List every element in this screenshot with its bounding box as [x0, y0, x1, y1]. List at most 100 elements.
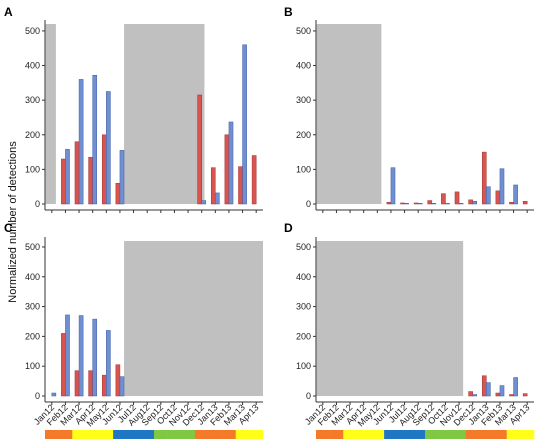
bar-blue — [499, 168, 505, 205]
y-tick-label: 100 — [296, 361, 311, 371]
y-tick-label: 0 — [306, 391, 311, 401]
shaded-region — [124, 241, 264, 396]
y-tick-label: 300 — [296, 302, 311, 312]
season-segment-orange — [493, 430, 508, 439]
season-segment-green — [181, 430, 196, 439]
season-segment-orange — [222, 430, 237, 439]
season-segment-blue — [140, 430, 155, 439]
y-tick-label: 500 — [296, 242, 311, 252]
shaded-region — [316, 241, 464, 396]
bar-blue — [513, 184, 518, 205]
y-tick-label: 400 — [25, 61, 40, 71]
season-segment-green — [438, 430, 453, 439]
bar-red — [197, 94, 202, 205]
panel-label: B — [284, 5, 293, 19]
season-segment-yellow — [235, 430, 250, 439]
panel-label: D — [284, 221, 293, 235]
season-segment-yellow — [85, 430, 100, 439]
y-tick-label: 200 — [25, 130, 40, 140]
season-segment-orange — [208, 430, 223, 439]
bar-blue — [78, 315, 84, 397]
season-segment-yellow — [520, 430, 535, 439]
season-segment-blue — [397, 430, 412, 439]
bar-red — [224, 134, 230, 205]
bar-blue — [106, 91, 111, 205]
bar-blue — [65, 314, 70, 397]
bar-blue — [513, 377, 518, 397]
bar-red — [88, 157, 93, 205]
bar-red — [481, 151, 487, 205]
season-segment-orange — [45, 430, 59, 439]
panel-label: A — [4, 5, 13, 19]
bar-red — [400, 202, 405, 205]
y-tick-label: 300 — [25, 302, 40, 312]
bar-red — [238, 166, 243, 205]
bar-red — [413, 202, 419, 205]
bar-red — [481, 375, 487, 397]
y-tick-label: 0 — [306, 199, 311, 209]
bar-red — [61, 333, 66, 397]
season-segment-yellow — [506, 430, 521, 439]
y-axis-label: Normalized number of detections — [7, 141, 19, 303]
shaded-region — [316, 24, 382, 204]
bar-blue — [119, 150, 125, 205]
y-tick-label: 200 — [25, 331, 40, 341]
bar-red — [468, 391, 473, 397]
season-segment-orange — [194, 430, 209, 439]
season-segment-green — [154, 430, 168, 439]
bar-blue — [106, 330, 111, 397]
bar-blue — [486, 382, 491, 397]
bar-red — [495, 190, 501, 205]
season-segment-orange — [465, 430, 480, 439]
bar-red — [115, 364, 121, 397]
bar-blue — [445, 203, 450, 205]
bar-blue — [78, 79, 84, 205]
bar-red — [74, 370, 80, 397]
season-segment-green — [452, 430, 467, 439]
bar-red — [210, 167, 216, 205]
bar-blue — [215, 192, 220, 205]
y-tick-label: 200 — [296, 130, 311, 140]
bar-red — [509, 394, 514, 397]
season-segment-yellow — [72, 430, 87, 439]
y-tick-label: 300 — [25, 95, 40, 105]
bar-blue — [472, 394, 478, 397]
bar-red — [74, 141, 80, 205]
bar-blue — [390, 167, 396, 205]
bar-blue — [228, 121, 234, 205]
y-tick-label: 500 — [25, 242, 40, 252]
season-segment-orange — [329, 430, 344, 439]
season-segment-orange — [58, 430, 73, 439]
bar-blue — [92, 74, 98, 205]
bar-blue — [92, 318, 98, 397]
y-tick-label: 300 — [296, 95, 311, 105]
shaded-region — [124, 24, 205, 204]
bar-red — [88, 370, 93, 397]
panel-c: C0100200300400500Jan12Feb12Mar12Apr12May… — [4, 221, 264, 439]
bar-blue — [417, 203, 423, 205]
bar-red — [61, 158, 66, 205]
y-tick-label: 500 — [296, 26, 311, 36]
bar-red — [251, 155, 257, 205]
shaded-region — [45, 24, 56, 204]
y-tick-label: 500 — [25, 26, 40, 36]
season-segment-blue — [411, 430, 426, 439]
season-segment-yellow — [343, 430, 358, 439]
bar-red — [101, 134, 107, 205]
y-tick-label: 400 — [296, 272, 311, 282]
panel-d: D0100200300400500Jan12Feb12Mar12Apr12May… — [284, 221, 535, 439]
season-segment-yellow — [370, 430, 385, 439]
season-segment-yellow — [249, 430, 264, 439]
bar-blue — [242, 44, 247, 205]
bar-red — [509, 202, 514, 205]
bar-red — [468, 199, 473, 205]
bar-blue — [472, 200, 478, 205]
bar-blue — [51, 392, 57, 397]
season-segment-orange — [316, 430, 330, 439]
y-tick-label: 0 — [35, 391, 40, 401]
season-segment-green — [167, 430, 182, 439]
season-segment-yellow — [99, 430, 114, 439]
bar-blue — [119, 376, 125, 397]
y-tick-label: 400 — [25, 272, 40, 282]
